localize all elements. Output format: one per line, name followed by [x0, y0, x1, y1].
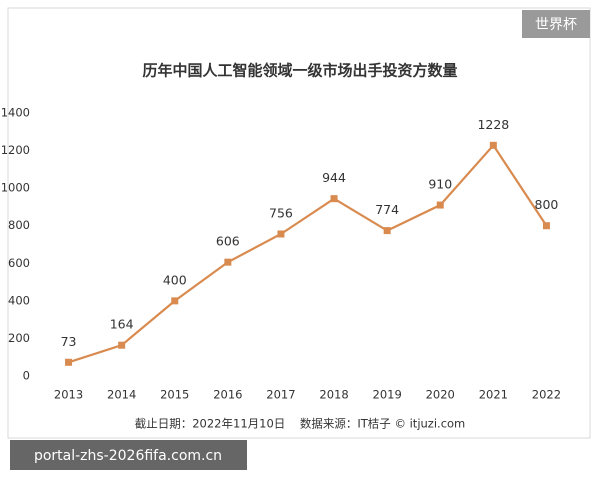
line [68, 143, 548, 364]
data-label: 1228 [477, 117, 509, 132]
data-label: 164 [110, 317, 134, 332]
y-tick-label: 200 [8, 331, 30, 345]
url-box [10, 440, 247, 470]
marker [436, 201, 444, 209]
data-label: 606 [216, 234, 240, 249]
x-tick-label: 2013 [54, 388, 83, 402]
data-label: 774 [375, 202, 399, 217]
x-tick-label: 2022 [532, 388, 561, 402]
x-tick-label: 2017 [266, 388, 295, 402]
y-tick-label: 400 [8, 293, 30, 307]
x-tick-label: 2020 [426, 388, 455, 402]
y-tick-label: 1400 [1, 106, 30, 120]
x-tick-label: 2014 [107, 388, 136, 402]
marker [277, 230, 285, 238]
x-tick-label: 2019 [373, 388, 402, 402]
x-tick-label: 2015 [160, 388, 189, 402]
url-overlay: portal-zhs-2026fifa.com.cn [34, 448, 222, 464]
marker [65, 358, 73, 366]
data-label: 756 [269, 205, 293, 220]
chart-title: 历年中国人工智能领域一级市场出手投资方数量 [142, 62, 457, 80]
marker [542, 222, 550, 230]
x-tick-label: 2021 [479, 388, 508, 402]
marker [118, 341, 126, 349]
marker [171, 297, 179, 305]
data-label: 910 [428, 177, 452, 192]
data-label: 944 [322, 170, 346, 185]
marker [489, 141, 497, 149]
y-tick-label: 600 [8, 256, 30, 270]
source-note: 截止日期：2022年11月10日 数据来源：IT桔子 © itjuzi.com [135, 417, 466, 431]
marker [330, 195, 338, 203]
data-label: 400 [163, 272, 187, 287]
badge: 世界杯 [535, 17, 577, 33]
y-tick-label: 1200 [1, 143, 30, 157]
marker [383, 227, 391, 235]
data-label: 73 [61, 334, 77, 349]
y-tick-label: 800 [8, 218, 30, 232]
x-tick-label: 2018 [319, 388, 348, 402]
y-tick-label: 1000 [1, 181, 30, 195]
marker [224, 258, 232, 266]
badge-box [522, 10, 590, 38]
x-tick-label: 2016 [213, 388, 242, 402]
data-label: 800 [535, 197, 559, 212]
y-tick-label: 0 [23, 369, 30, 383]
